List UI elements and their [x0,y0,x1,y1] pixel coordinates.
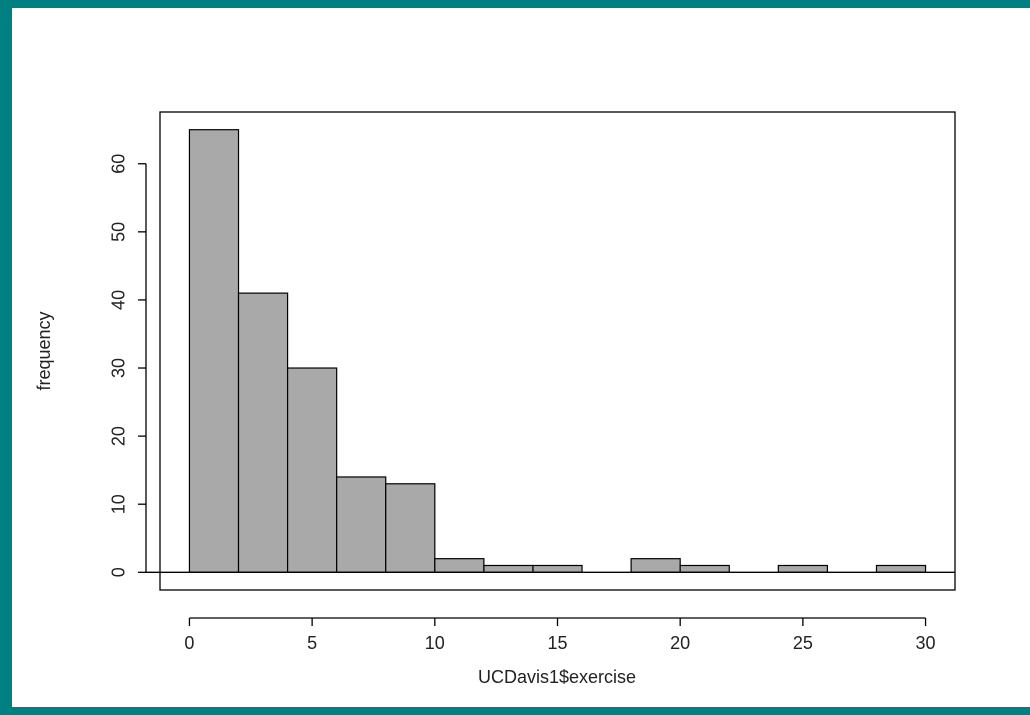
bar [777,564,829,573]
x-tick-label: 10 [425,633,445,653]
bar [336,476,387,573]
x-tick-label: 20 [670,633,690,653]
bar [630,558,681,573]
bar [188,129,240,573]
bar [434,558,485,573]
x-axis-label: UCDavis1$exercise [478,667,636,687]
y-tick-label: 0 [109,567,129,577]
y-axis-label: frequency [34,311,54,390]
y-tick-label: 10 [109,494,129,514]
plot-box [159,111,956,591]
y-tick-label: 30 [109,358,129,378]
y-tick-label: 20 [109,426,129,446]
bar [237,292,289,573]
bar [875,564,927,573]
x-tick-label: 0 [184,633,194,653]
y-tick-label: 60 [109,154,129,174]
bar [483,564,534,573]
x-tick-label: 5 [307,633,317,653]
y-tick-label: 50 [109,222,129,242]
bar [679,564,730,573]
bar [286,367,338,573]
y-tick-label: 40 [109,290,129,310]
x-tick-label: 30 [916,633,936,653]
x-tick-label: 25 [793,633,813,653]
x-tick-label: 15 [547,633,567,653]
bar [532,564,583,573]
bar [385,483,436,573]
